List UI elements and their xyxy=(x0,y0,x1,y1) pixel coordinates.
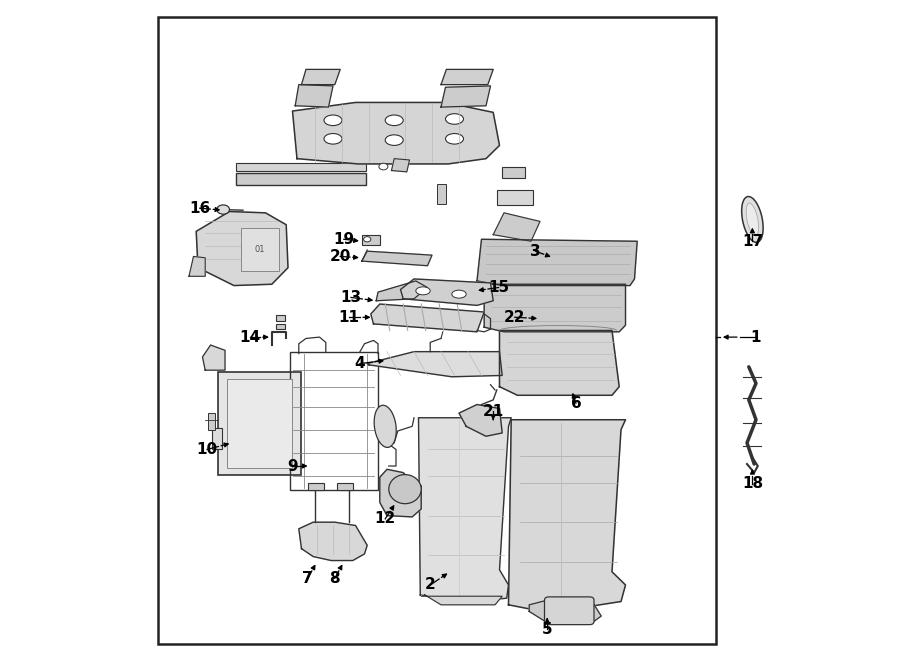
Ellipse shape xyxy=(446,134,464,144)
Polygon shape xyxy=(418,418,511,603)
Polygon shape xyxy=(392,159,410,172)
Circle shape xyxy=(364,237,371,242)
Ellipse shape xyxy=(446,114,464,124)
Text: 16: 16 xyxy=(189,201,211,215)
Ellipse shape xyxy=(324,115,342,126)
Ellipse shape xyxy=(385,115,403,126)
Bar xyxy=(502,167,525,178)
Polygon shape xyxy=(484,284,626,332)
Text: 14: 14 xyxy=(239,330,261,344)
Text: 17: 17 xyxy=(742,234,763,249)
Text: 21: 21 xyxy=(482,404,504,418)
Bar xyxy=(276,315,285,321)
Text: 12: 12 xyxy=(374,512,396,526)
Bar xyxy=(362,235,380,245)
Text: 15: 15 xyxy=(488,280,509,295)
Text: 10: 10 xyxy=(196,442,218,457)
Bar xyxy=(436,184,446,204)
Polygon shape xyxy=(441,69,493,85)
Text: 01: 01 xyxy=(255,245,266,254)
Polygon shape xyxy=(380,469,421,517)
Polygon shape xyxy=(292,102,500,164)
Text: 1: 1 xyxy=(751,330,761,344)
Text: 22: 22 xyxy=(504,310,526,325)
Text: 2: 2 xyxy=(425,578,436,592)
Text: 9: 9 xyxy=(287,459,298,473)
Bar xyxy=(208,413,215,430)
Bar xyxy=(290,352,378,490)
Ellipse shape xyxy=(742,196,763,243)
Polygon shape xyxy=(421,595,502,605)
Polygon shape xyxy=(367,352,502,377)
Ellipse shape xyxy=(389,475,421,504)
Text: 3: 3 xyxy=(530,244,541,258)
Polygon shape xyxy=(362,251,432,266)
Polygon shape xyxy=(295,85,333,107)
Circle shape xyxy=(379,163,388,170)
Bar xyxy=(227,379,292,468)
Bar xyxy=(158,17,716,644)
FancyBboxPatch shape xyxy=(544,597,594,625)
Ellipse shape xyxy=(324,134,342,144)
Bar xyxy=(337,483,353,490)
Bar xyxy=(212,428,222,449)
Bar xyxy=(308,483,324,490)
Text: 8: 8 xyxy=(329,571,340,586)
Polygon shape xyxy=(376,281,428,301)
Polygon shape xyxy=(500,330,619,395)
Polygon shape xyxy=(196,212,288,286)
Text: 6: 6 xyxy=(571,396,581,410)
Ellipse shape xyxy=(416,287,430,295)
Polygon shape xyxy=(371,304,484,332)
Text: 11: 11 xyxy=(338,310,360,325)
Ellipse shape xyxy=(452,290,466,298)
Bar xyxy=(241,228,279,271)
Polygon shape xyxy=(189,256,205,276)
Polygon shape xyxy=(299,522,367,561)
Text: 20: 20 xyxy=(329,249,351,264)
Polygon shape xyxy=(493,213,540,241)
Text: 4: 4 xyxy=(355,356,365,371)
Text: 7: 7 xyxy=(302,571,313,586)
Polygon shape xyxy=(529,600,601,623)
Text: 5: 5 xyxy=(542,622,553,637)
Polygon shape xyxy=(302,69,340,85)
Bar xyxy=(236,173,366,185)
Polygon shape xyxy=(400,279,493,305)
Polygon shape xyxy=(477,239,637,286)
Text: 19: 19 xyxy=(333,232,355,247)
Bar xyxy=(276,324,285,329)
Ellipse shape xyxy=(385,135,403,145)
Circle shape xyxy=(217,205,230,214)
Text: 13: 13 xyxy=(340,290,362,305)
Text: 18: 18 xyxy=(742,477,763,491)
Polygon shape xyxy=(441,86,491,107)
Bar xyxy=(236,163,366,171)
Ellipse shape xyxy=(746,203,759,236)
Polygon shape xyxy=(459,405,502,436)
Bar xyxy=(497,190,533,205)
Polygon shape xyxy=(202,345,225,370)
Polygon shape xyxy=(508,420,626,613)
Bar xyxy=(218,372,301,475)
Ellipse shape xyxy=(374,405,396,447)
